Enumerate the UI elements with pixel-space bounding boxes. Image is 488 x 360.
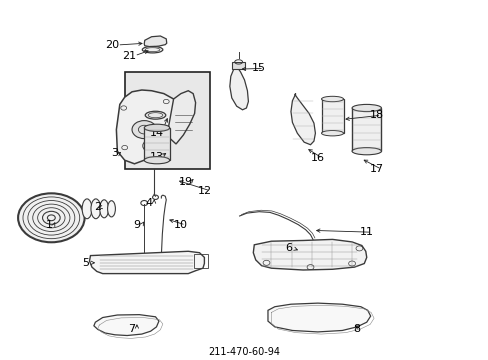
Text: 14: 14: [149, 128, 163, 138]
Polygon shape: [168, 91, 195, 144]
Ellipse shape: [144, 124, 169, 131]
Bar: [144, 128, 169, 160]
Circle shape: [132, 121, 156, 139]
Text: 18: 18: [369, 110, 383, 120]
Polygon shape: [94, 315, 159, 336]
Polygon shape: [290, 94, 315, 145]
Text: 7: 7: [128, 324, 135, 334]
Ellipse shape: [91, 199, 101, 219]
Text: 4: 4: [145, 198, 152, 208]
Text: 20: 20: [105, 40, 119, 50]
Ellipse shape: [100, 200, 108, 218]
Text: 10: 10: [174, 220, 187, 230]
Bar: [351, 108, 381, 151]
Polygon shape: [253, 239, 366, 270]
Ellipse shape: [145, 111, 165, 119]
Text: 211-470-60-94: 211-470-60-94: [208, 347, 280, 357]
Bar: [231, 62, 245, 69]
Ellipse shape: [107, 201, 115, 217]
Polygon shape: [144, 36, 166, 47]
Ellipse shape: [321, 96, 343, 102]
Text: 21: 21: [122, 51, 136, 61]
Text: 1: 1: [45, 220, 52, 230]
Text: 6: 6: [285, 243, 291, 253]
Text: 8: 8: [353, 324, 360, 334]
Polygon shape: [229, 66, 248, 110]
Polygon shape: [267, 303, 370, 332]
Text: 13: 13: [149, 152, 163, 162]
Text: 19: 19: [179, 177, 192, 187]
Text: 12: 12: [198, 186, 212, 196]
Ellipse shape: [142, 46, 163, 53]
Text: 2: 2: [94, 202, 101, 212]
Polygon shape: [116, 90, 178, 164]
Polygon shape: [89, 251, 204, 274]
Bar: [321, 99, 343, 133]
Text: 5: 5: [82, 258, 89, 268]
Text: 16: 16: [310, 153, 324, 163]
Ellipse shape: [144, 157, 169, 164]
Ellipse shape: [351, 104, 381, 112]
Text: 11: 11: [359, 227, 373, 237]
Text: 17: 17: [369, 164, 383, 174]
Text: 15: 15: [252, 63, 265, 73]
Ellipse shape: [351, 148, 381, 155]
Text: 9: 9: [133, 220, 140, 230]
Circle shape: [18, 193, 84, 242]
Ellipse shape: [321, 130, 343, 136]
Ellipse shape: [82, 199, 92, 219]
Bar: [124, 72, 210, 169]
Bar: [193, 254, 208, 268]
Text: 3: 3: [111, 148, 118, 158]
